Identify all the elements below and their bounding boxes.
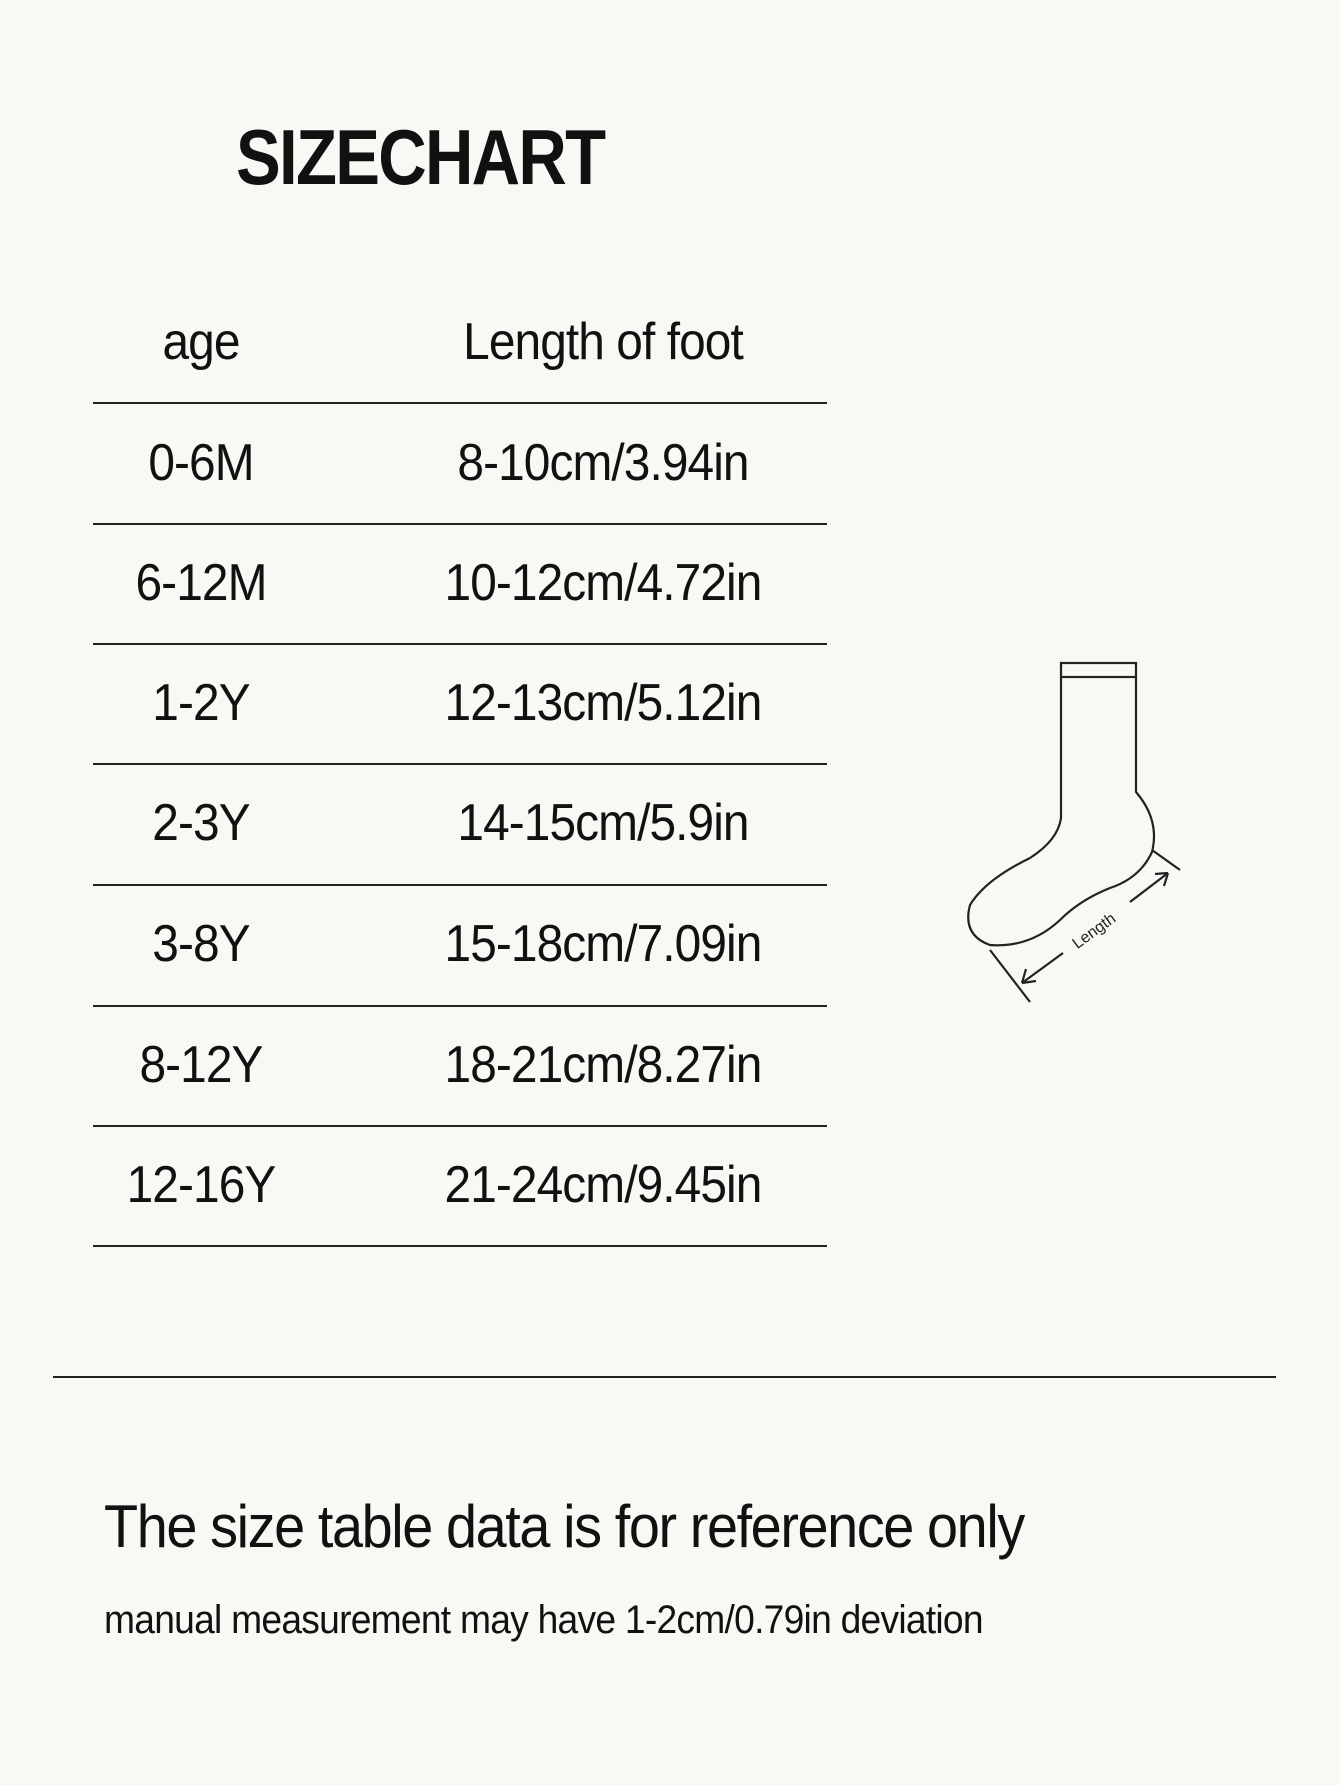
divider (93, 523, 827, 525)
row-length: 14-15cm/5.9in (457, 794, 749, 852)
row-length: 18-21cm/8.27in (444, 1036, 763, 1094)
reference-note: The size table data is for reference onl… (104, 1493, 1025, 1560)
page-title: SIZECHART (236, 113, 606, 201)
deviation-note: manual measurement may have 1-2cm/0.79in… (104, 1598, 984, 1642)
section-divider (53, 1376, 1276, 1378)
row-length: 10-12cm/4.72in (444, 554, 763, 612)
row-age: 12-16Y (126, 1156, 277, 1214)
divider (93, 1125, 827, 1127)
divider (93, 643, 827, 645)
row-age: 6-12M (135, 554, 267, 612)
row-age: 2-3Y (152, 794, 250, 852)
row-length: 8-10cm/3.94in (457, 434, 749, 492)
row-age: 0-6M (148, 434, 254, 492)
row-age: 3-8Y (152, 915, 250, 973)
divider (93, 1245, 827, 1247)
length-label: Length (1070, 910, 1120, 953)
divider (93, 884, 827, 886)
divider (93, 1005, 827, 1007)
row-age: 1-2Y (152, 674, 250, 732)
row-length: 21-24cm/9.45in (444, 1156, 763, 1214)
divider (93, 402, 827, 404)
row-length: 12-13cm/5.12in (444, 674, 763, 732)
header-length: Length of foot (463, 313, 744, 371)
row-age: 8-12Y (139, 1036, 263, 1094)
header-age: age (162, 313, 240, 371)
row-length: 15-18cm/7.09in (444, 915, 763, 973)
divider (93, 763, 827, 765)
